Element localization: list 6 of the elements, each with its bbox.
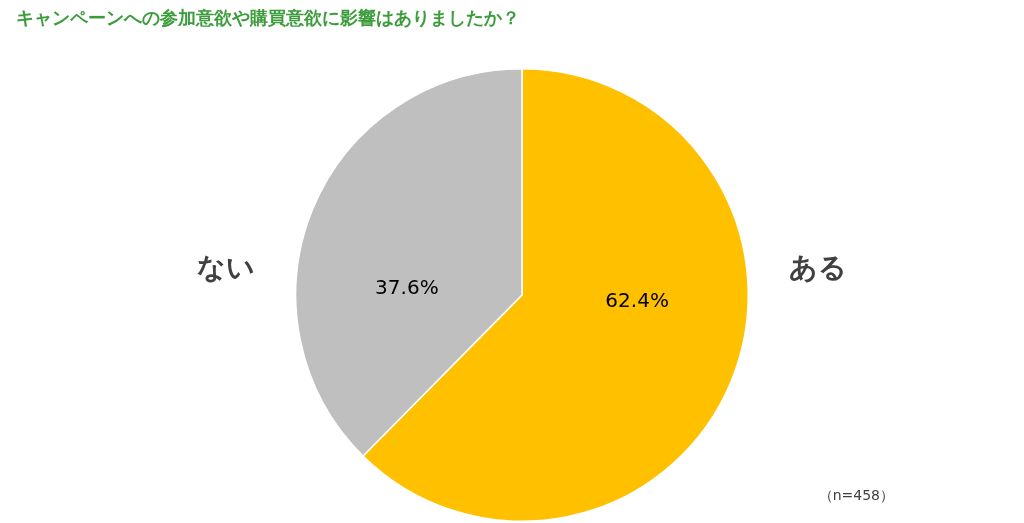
slice-label: ない	[196, 251, 255, 285]
text: （n=458）	[818, 487, 894, 505]
chart-title: キャンペーンへの参加意欲や購買意欲に影響はありましたか？	[16, 6, 520, 30]
data-label: 62.4%	[605, 287, 669, 312]
slice-label: ある	[789, 251, 848, 285]
data-label: 37.6%	[375, 274, 439, 299]
